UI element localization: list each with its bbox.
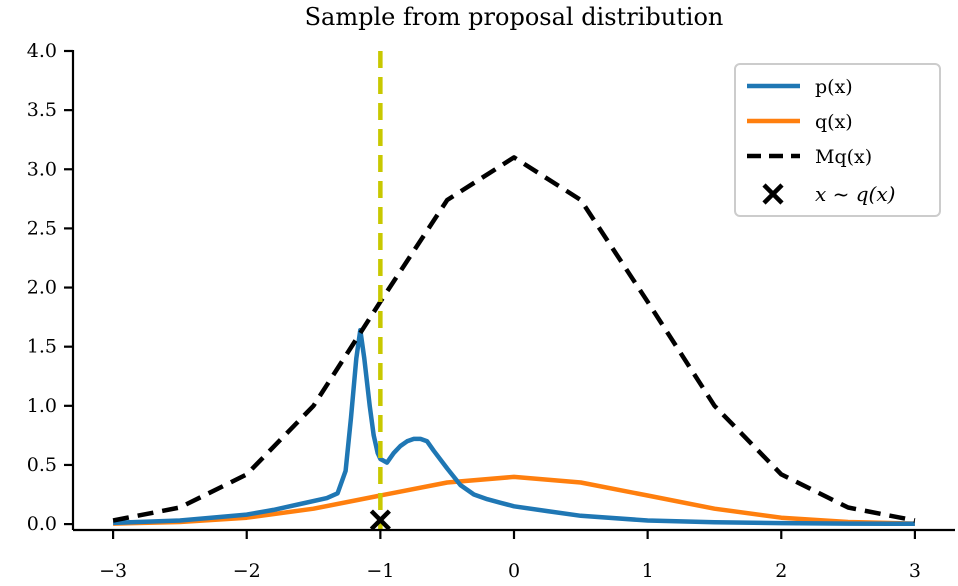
legend-label-sample: x ~ q(x) — [815, 182, 895, 206]
x-tick-label: −2 — [233, 560, 261, 582]
axes: −3 −2 −1 0 1 2 3 0.0 0.5 1.0 1.5 2.0 2.5 3.0 3.5 4.0 — [27, 40, 955, 582]
x-tick-label: 3 — [909, 560, 921, 582]
legend-swatch-sample-2 — [762, 183, 784, 205]
legend-label-p(x): p(x) — [815, 76, 853, 98]
chart-title: Sample from proposal distribution — [305, 3, 724, 31]
y-tick-label: 3.5 — [27, 99, 57, 121]
legend-label-Mq(x): Mq(x) — [815, 146, 872, 168]
x-tick-label: 1 — [642, 560, 654, 582]
sample-marker — [369, 509, 391, 531]
y-tick-label: 3.0 — [27, 158, 57, 180]
series-line-p(x) — [113, 327, 915, 527]
y-tick-label: 4.0 — [27, 40, 57, 62]
sample-marker-stroke-2 — [369, 509, 391, 531]
y-tick-label: 0.5 — [27, 454, 57, 476]
y-tick-label: 2.0 — [27, 277, 57, 299]
y-tick-label: 1.5 — [27, 336, 57, 358]
legend-box — [734, 63, 941, 217]
x-tick-label: 0 — [508, 560, 520, 582]
y-tick-label: 1.0 — [27, 395, 57, 417]
plot-lines — [112, 51, 916, 531]
x-tick-label: −3 — [99, 560, 127, 582]
x-tick-label: −1 — [366, 560, 394, 582]
y-tick-label: 2.5 — [27, 217, 57, 239]
series-line-q(x) — [113, 474, 915, 526]
y-tick-label: 0.0 — [27, 513, 57, 535]
legend-label-q(x): q(x) — [815, 111, 853, 133]
series-line-Mq(x) — [112, 155, 916, 523]
x-tick-label: 2 — [775, 560, 787, 582]
legend: p(x) q(x) Mq(x) x ~ q(x) — [734, 63, 941, 217]
